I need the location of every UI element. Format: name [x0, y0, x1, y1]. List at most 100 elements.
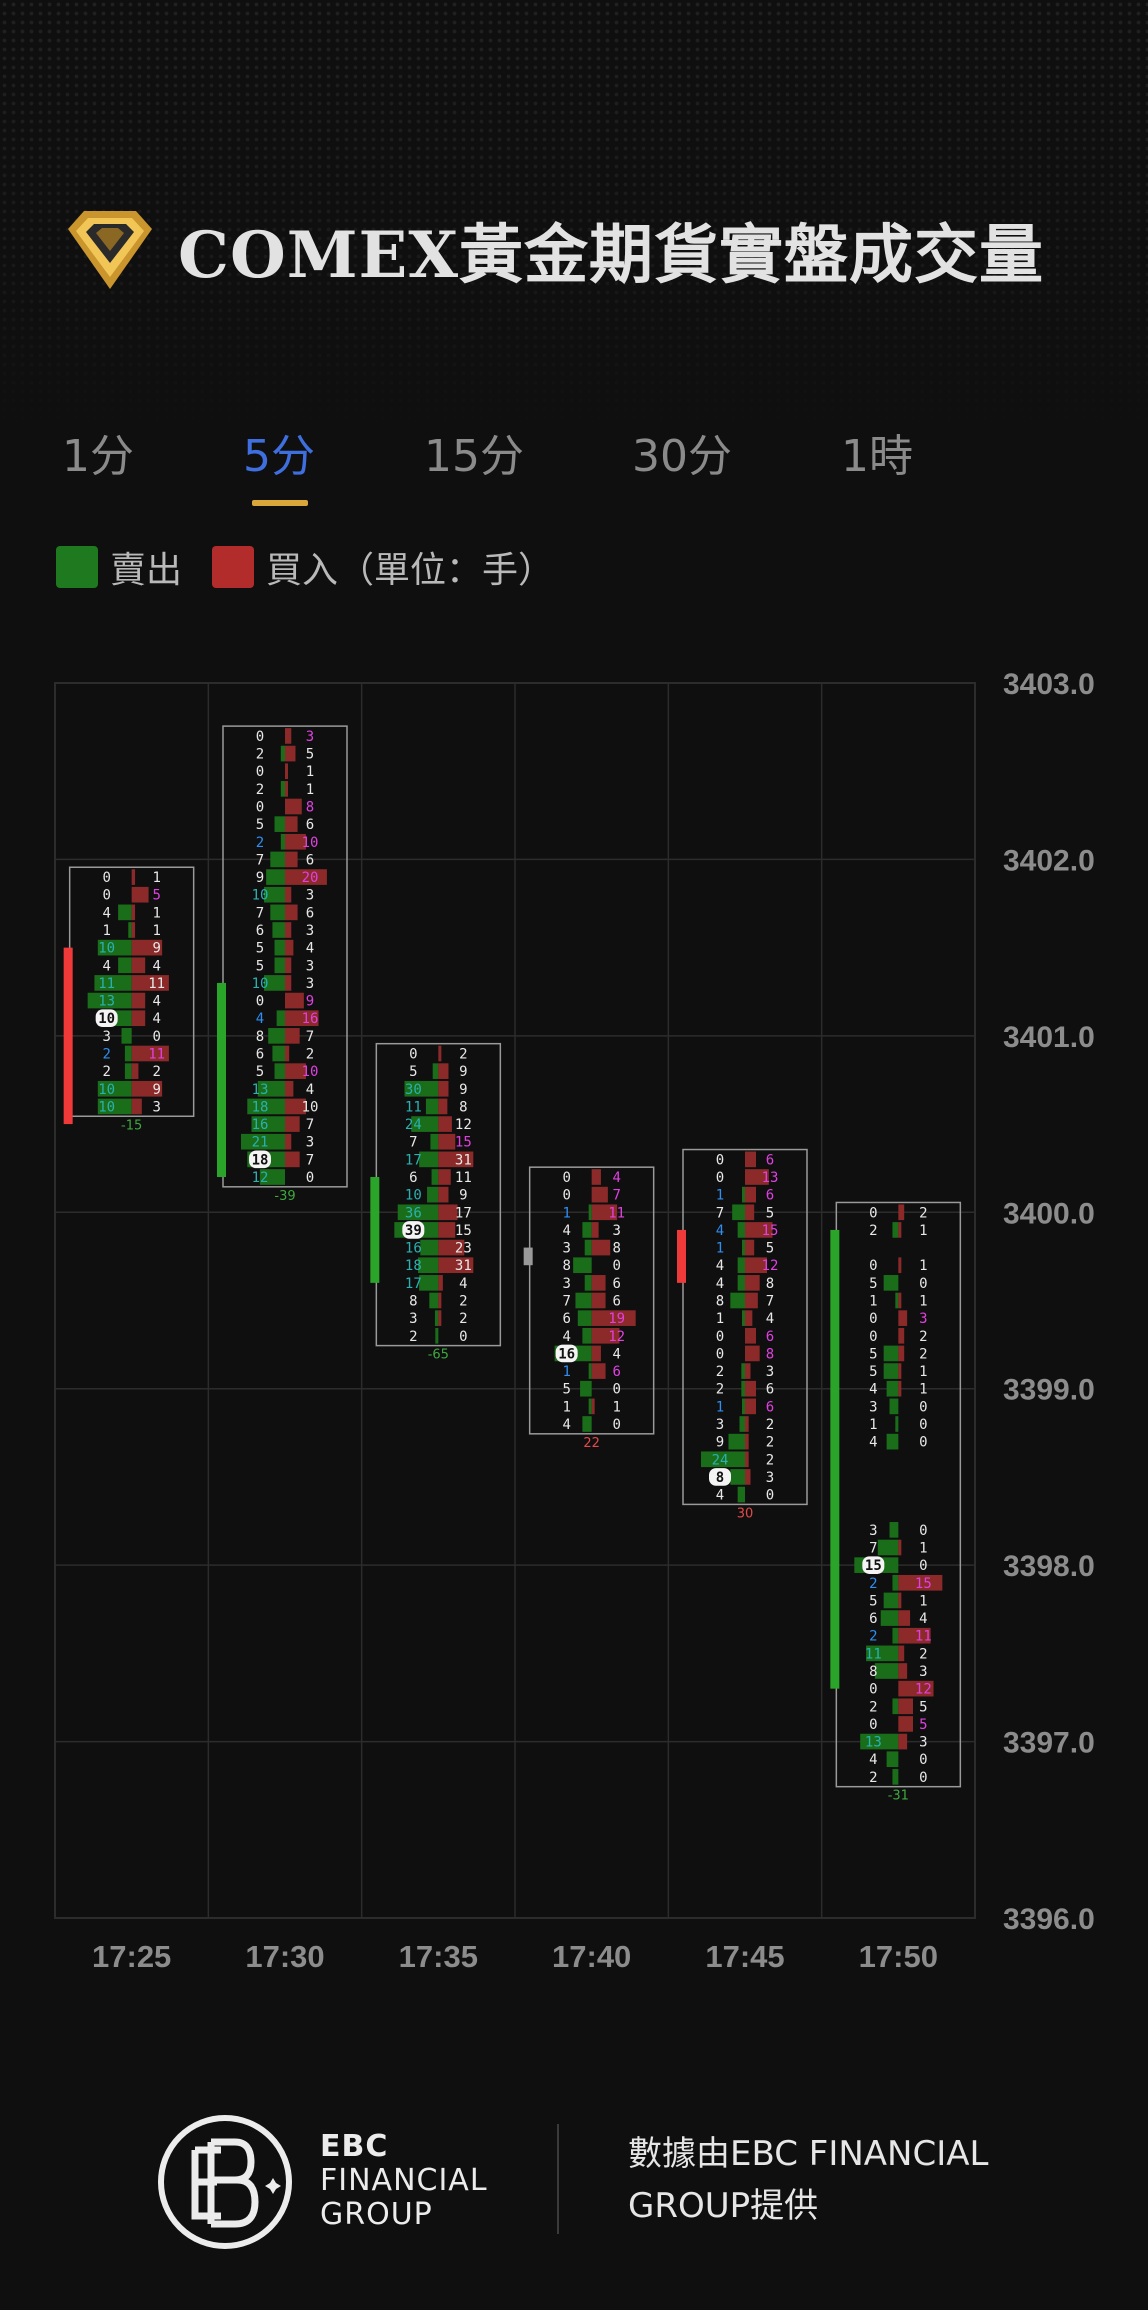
buy-volume-label: 12: [762, 1258, 779, 1274]
tab-30min[interactable]: 30分: [632, 431, 732, 482]
sell-volume-bar: [883, 1363, 899, 1379]
buy-volume-bar: [131, 975, 169, 991]
buy-volume-label: 4: [459, 1276, 467, 1292]
buy-volume-bar: [745, 1327, 756, 1344]
buy-volume-bar: [285, 922, 292, 938]
buy-volume-label: 0: [612, 1382, 620, 1398]
sell-volume-label: 16: [252, 1117, 269, 1133]
buy-volume-label: 15: [455, 1223, 472, 1239]
ebc-logo-icon: [158, 2115, 292, 2249]
buy-volume-bar: [285, 745, 296, 762]
sell-volume-bar: [730, 1469, 745, 1485]
buy-volume-label: 12: [915, 1682, 932, 1698]
buy-volume-bar: [438, 1133, 456, 1150]
sell-volume-bar: [97, 1080, 132, 1097]
sell-volume-bar: [280, 833, 285, 850]
sell-volume-bar: [739, 1416, 745, 1432]
sell-volume-bar: [268, 1028, 285, 1044]
buy-volume-bar: [285, 1028, 300, 1044]
tab-1min[interactable]: 1分: [62, 431, 134, 482]
sell-volume-label: 0: [869, 1205, 877, 1221]
buy-volume-label: 8: [766, 1276, 774, 1292]
buy-volume-label: 11: [148, 1047, 165, 1063]
sell-volume-label: 8: [716, 1294, 724, 1310]
sell-volume-label: 18: [405, 1258, 422, 1274]
buy-volume-bar: [898, 1539, 902, 1556]
sell-volume-label: 18: [252, 1099, 269, 1115]
buy-volume-bar: [745, 1186, 756, 1203]
buy-volume-label: 15: [762, 1223, 779, 1239]
buy-volume-label: 5: [766, 1205, 774, 1221]
sell-volume-label: 3: [716, 1417, 724, 1433]
sell-volume-bar: [419, 1275, 439, 1291]
sell-volume-label: 2: [869, 1770, 877, 1786]
sell-volume-label: 13: [98, 994, 115, 1010]
tab-1hour[interactable]: 1時: [841, 431, 913, 482]
buy-volume-label: 4: [612, 1170, 620, 1186]
footprint-box: [528, 1166, 655, 1435]
sell-volume-bar: [429, 1292, 439, 1309]
buy-volume-bar: [745, 1469, 751, 1485]
sell-volume-bar: [124, 1045, 132, 1062]
sell-volume-label: 0: [256, 800, 264, 816]
buy-volume-label: 12: [455, 1117, 472, 1133]
sell-volume-label: 4: [256, 1011, 264, 1027]
sell-volume-bar: [274, 1063, 285, 1079]
sell-volume-label: 5: [256, 941, 264, 957]
sell-volume-label: 24: [712, 1452, 729, 1468]
sell-volume-bar: [280, 745, 285, 762]
buy-volume-label: 2: [152, 1064, 160, 1080]
sell-volume-label: 4: [562, 1223, 570, 1239]
buy-volume-label: 6: [766, 1152, 774, 1168]
buy-volume-bar: [285, 781, 288, 797]
legend-buy-label: 買入（單位：手）: [266, 550, 555, 591]
buy-volume-bar: [285, 939, 294, 956]
buy-volume-label: 0: [919, 1435, 927, 1451]
tab-5min[interactable]: 5分: [243, 431, 315, 482]
buy-volume-label: 11: [608, 1205, 625, 1221]
sell-volume-label: 0: [102, 888, 110, 904]
sell-volume-bar: [264, 886, 285, 903]
buy-volume-label: 2: [459, 1294, 467, 1310]
buy-volume-label: 0: [766, 1488, 774, 1504]
buy-volume-label: 10: [302, 1099, 319, 1115]
gold-diamond-icon: [68, 211, 152, 289]
buy-volume-bar: [591, 1239, 611, 1256]
buy-volume-bar: [745, 1257, 767, 1274]
buy-volume-label: 8: [459, 1099, 467, 1115]
sell-volume-bar: [742, 1186, 745, 1203]
tab-15min[interactable]: 15分: [424, 431, 524, 482]
sell-volume-label: 1: [102, 923, 110, 939]
buy-volume-bar: [438, 1239, 465, 1256]
buy-volume-label: 1: [919, 1258, 927, 1274]
footprint-chart: 3403.03402.03401.03400.03399.03398.03397…: [54, 668, 1095, 1974]
sell-volume-label: 0: [716, 1329, 724, 1345]
sell-volume-label: 7: [256, 905, 264, 921]
buy-volume-bar: [131, 1098, 142, 1115]
buy-volume-bar: [131, 957, 146, 974]
buy-volume-label: 1: [152, 905, 160, 921]
sell-volume-bar: [741, 1380, 745, 1397]
sell-volume-label: 11: [405, 1099, 422, 1115]
buy-volume-bar: [745, 1239, 755, 1256]
buy-volume-label: 31: [455, 1258, 472, 1274]
buy-volume-bar: [438, 1169, 451, 1185]
buy-volume-bar: [898, 1733, 908, 1750]
buy-volume-label: 0: [919, 1417, 927, 1433]
buy-volume-label: 1: [152, 923, 160, 939]
sell-volume-bar: [580, 1380, 592, 1397]
sell-volume-label: 21: [252, 1135, 269, 1151]
buy-volume-bar: [898, 1610, 911, 1626]
sell-volume-label: 0: [562, 1188, 570, 1204]
poc-highlight: [402, 1221, 425, 1239]
sell-volume-label: 9: [256, 870, 264, 886]
buy-volume-label: 4: [152, 1011, 160, 1027]
buy-volume-label: 10: [302, 835, 319, 851]
price-tick-label: 3403.0: [1003, 668, 1095, 701]
sell-volume-bar: [577, 1310, 592, 1326]
sell-volume-label: 0: [869, 1329, 877, 1345]
buy-volume-bar: [285, 798, 302, 815]
sell-volume-bar: [582, 1222, 592, 1238]
buy-volume-bar: [285, 957, 292, 974]
buy-volume-bar: [285, 1080, 294, 1097]
